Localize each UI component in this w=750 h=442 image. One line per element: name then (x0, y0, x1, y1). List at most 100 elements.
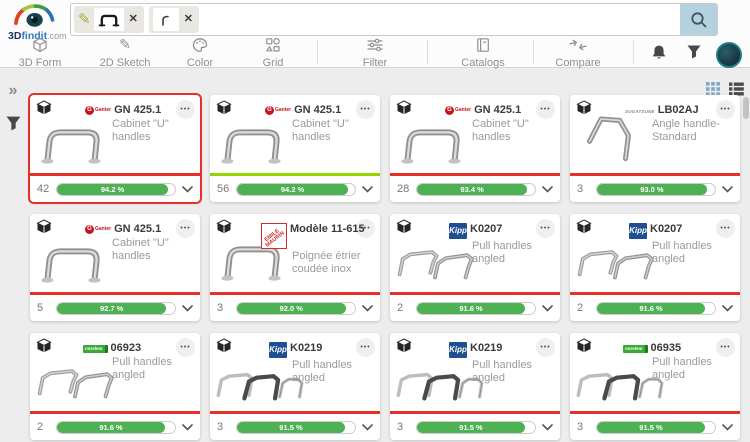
notifications-bell-button[interactable] (651, 44, 668, 64)
more-options-button[interactable]: ••• (356, 100, 375, 119)
user-avatar[interactable] (716, 42, 742, 68)
sliders-icon (327, 37, 423, 53)
result-count: 3 (577, 183, 584, 195)
chevron-down-icon[interactable] (722, 423, 733, 431)
chevron-down-icon[interactable] (722, 304, 733, 312)
chevron-down-icon[interactable] (362, 185, 373, 193)
toolbar-color[interactable]: Color (152, 37, 248, 71)
more-options-button[interactable]: ••• (176, 219, 195, 238)
toolbar-compare[interactable]: Compare (530, 37, 626, 71)
remove-sketch-button[interactable]: ✕ (128, 13, 138, 25)
toolbar-catalogs[interactable]: Catalogs (435, 37, 531, 71)
match-progress-bar: 91.5 % (416, 420, 536, 434)
list-view-button[interactable] (729, 82, 744, 99)
more-options-button[interactable]: ••• (356, 219, 375, 238)
more-options-button[interactable]: ••• (536, 338, 555, 357)
cube-3d-icon (576, 338, 592, 359)
emile-maurin-logo: EMILE MAURIN (261, 223, 287, 249)
match-progress-bar: 91.5 % (236, 420, 356, 434)
match-accent-line (570, 411, 740, 414)
product-card[interactable]: ••• Kipp K0207 Pull handles angled 2 91.… (390, 214, 560, 321)
match-percentage: 91.6 % (99, 422, 123, 432)
toolbar-divider (427, 40, 428, 64)
chevron-down-icon[interactable] (542, 185, 553, 193)
sketch-thumbnail-corner[interactable] (152, 8, 179, 31)
remove-sketch-button[interactable]: ✕ (183, 13, 194, 25)
match-progress-bar: 93.0 % (596, 182, 716, 196)
chevron-down-icon[interactable] (722, 185, 733, 193)
product-card[interactable]: ••• Kipp K0207 Pull handles angled 2 91.… (570, 214, 740, 321)
chevron-down-icon[interactable] (182, 304, 193, 312)
toolbar-3d-form[interactable]: 3D Form (0, 37, 88, 71)
more-options-button[interactable]: ••• (176, 338, 195, 357)
toolbar-grid[interactable]: Grid (225, 37, 321, 71)
chevron-down-icon[interactable] (182, 185, 193, 193)
chevron-down-icon[interactable] (362, 304, 373, 312)
expand-panel-button[interactable]: » (3, 81, 24, 101)
ganter-logo: G Ganter (85, 106, 111, 115)
more-options-button[interactable]: ••• (536, 219, 555, 238)
product-card[interactable]: ••• Kipp K0219 Pull handles angled 3 91.… (390, 333, 560, 440)
more-options-button[interactable]: ••• (356, 338, 375, 357)
ganter-logo: G Ganter (85, 225, 111, 234)
result-count: 2 (37, 421, 44, 433)
product-card[interactable]: ••• norelem 06923 Pull handles angled 2 … (30, 333, 200, 440)
toolbar-label: 2D Sketch (99, 57, 151, 69)
toolbar-label: Grid (262, 57, 284, 69)
toolbar-label: 3D Form (18, 57, 62, 69)
product-title: LB02AJ (657, 104, 699, 116)
product-card[interactable]: ••• G Ganter GN 425.1 Cabinet "U" handles… (210, 95, 380, 202)
product-subtitle: Angle handle- Standard (652, 118, 720, 143)
match-accent-line (390, 411, 560, 414)
product-subtitle: Cabinet "U" handles (112, 118, 169, 143)
product-card[interactable]: ••• G Ganter GN 425.1 Cabinet "U" handles… (30, 95, 200, 202)
product-image (572, 236, 664, 287)
bell-icon (652, 45, 666, 59)
cube-3d-icon (216, 100, 232, 121)
toolbar-2d-sketch[interactable]: ✎ 2D Sketch (77, 37, 173, 71)
brand-logo[interactable]: 3Dfindit.com (8, 2, 67, 48)
product-subtitle: Pull handles angled (292, 359, 352, 384)
product-card[interactable]: ••• G Ganter GN 425.1 Cabinet "U" handles… (30, 214, 200, 321)
search-bar[interactable]: ✎ ✕ ✕ (70, 3, 718, 36)
result-count: 3 (217, 302, 224, 314)
rail-filter-button[interactable] (5, 115, 22, 135)
vertical-scrollbar-thumb[interactable] (743, 97, 749, 119)
toolbar-filter[interactable]: Filter (327, 37, 423, 71)
match-accent-line (390, 292, 560, 295)
grid-view-button[interactable] (706, 82, 720, 99)
product-subtitle: Cabinet "U" handles (292, 118, 349, 143)
sketch-thumbnail-u-handle[interactable] (93, 8, 124, 31)
sketch-chip-group: ✎ ✕ (74, 6, 144, 33)
product-card[interactable]: ••• SUGATSUNE LB02AJ Angle handle- Stand… (570, 95, 740, 202)
match-progress-bar: 91.6 % (56, 420, 176, 434)
left-rail: » (0, 67, 26, 442)
search-button[interactable] (680, 4, 717, 35)
toolbar-divider (317, 40, 318, 64)
funnel-icon (5, 115, 22, 132)
product-card[interactable]: ••• G Ganter GN 425.1 Cabinet "U" handles… (390, 95, 560, 202)
toolbar-label: Color (186, 57, 214, 69)
sketch-pencil-icon: ✎ (78, 11, 91, 28)
match-accent-line (210, 173, 380, 176)
match-progress-bar: 92.0 % (236, 301, 356, 315)
chevron-down-icon[interactable] (362, 423, 373, 431)
match-progress-bar: 92.7 % (56, 301, 176, 315)
match-accent-line (210, 411, 380, 414)
filter-results-button[interactable] (686, 44, 702, 63)
more-options-button[interactable]: ••• (176, 100, 195, 119)
chevron-down-icon[interactable] (542, 304, 553, 312)
more-options-button[interactable]: ••• (716, 100, 735, 119)
product-card[interactable]: ••• EMILE MAURIN Modèle 11-615 Poignée é… (210, 214, 380, 321)
chevron-down-icon[interactable] (542, 423, 553, 431)
match-accent-line (570, 292, 740, 295)
product-card[interactable]: ••• norelem 06935 Pull handles angled 3 … (570, 333, 740, 440)
product-subtitle: Pull handles angled (652, 356, 712, 381)
more-options-button[interactable]: ••• (536, 100, 555, 119)
product-card[interactable]: ••• Kipp K0219 Pull handles angled 3 91.… (210, 333, 380, 440)
more-options-button[interactable]: ••• (716, 219, 735, 238)
chevron-down-icon[interactable] (182, 423, 193, 431)
kipp-logo: Kipp (629, 223, 647, 239)
sketch-chip-group: ✕ (148, 6, 200, 33)
more-options-button[interactable]: ••• (716, 338, 735, 357)
